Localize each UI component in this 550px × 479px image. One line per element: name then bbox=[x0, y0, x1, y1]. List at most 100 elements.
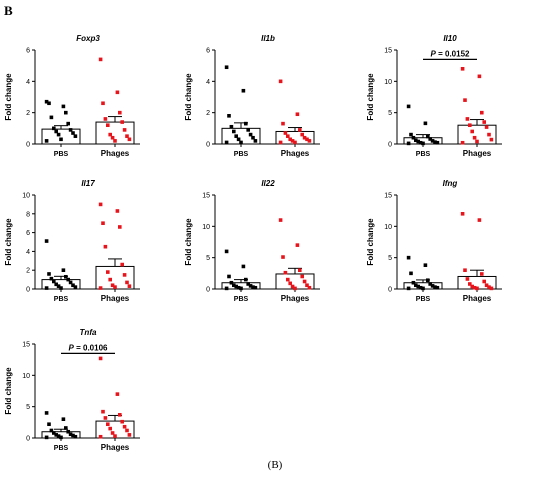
data-point bbox=[49, 428, 54, 433]
p-value-label: P = 0.0152 bbox=[431, 49, 470, 58]
data-point bbox=[288, 137, 292, 142]
data-point bbox=[47, 101, 51, 106]
data-point bbox=[293, 140, 297, 145]
data-point bbox=[281, 121, 285, 126]
data-point bbox=[224, 286, 229, 291]
data-point bbox=[224, 65, 229, 70]
data-point bbox=[118, 110, 122, 115]
data-point bbox=[118, 413, 122, 417]
data-point bbox=[115, 209, 120, 213]
y-tick-label: 0 bbox=[388, 142, 392, 149]
y-tick-label: 2 bbox=[206, 110, 210, 117]
data-point bbox=[460, 67, 465, 71]
x-tick-label: Phages bbox=[463, 149, 492, 158]
data-point bbox=[241, 88, 246, 93]
y-axis-label: Fold change bbox=[366, 218, 375, 266]
data-point bbox=[101, 101, 105, 106]
data-point bbox=[409, 271, 413, 276]
x-tick-label: PBS bbox=[416, 151, 431, 158]
data-point bbox=[418, 285, 423, 290]
data-point bbox=[127, 433, 132, 437]
data-point bbox=[113, 139, 117, 143]
data-point bbox=[251, 135, 255, 140]
data-point bbox=[416, 139, 420, 144]
data-point bbox=[414, 138, 418, 143]
chart-title: Ifng bbox=[443, 179, 458, 188]
data-point bbox=[286, 134, 290, 138]
data-point bbox=[241, 264, 246, 269]
data-point bbox=[101, 409, 105, 414]
data-point bbox=[44, 139, 49, 143]
y-tick-label: 0 bbox=[26, 436, 30, 443]
x-tick-label: Phages bbox=[281, 149, 310, 158]
data-point bbox=[122, 273, 127, 277]
x-tick-label: PBS bbox=[54, 445, 69, 452]
data-point bbox=[234, 134, 238, 138]
data-point bbox=[120, 419, 124, 424]
data-point bbox=[98, 286, 103, 290]
y-axis-label: Fold change bbox=[4, 367, 13, 415]
data-point bbox=[127, 137, 132, 142]
data-point bbox=[113, 285, 117, 289]
data-point bbox=[98, 356, 103, 361]
y-axis-label: Fold change bbox=[366, 73, 375, 121]
data-point bbox=[248, 284, 253, 288]
y-tick-label: 6 bbox=[26, 230, 30, 237]
data-point bbox=[423, 263, 428, 267]
data-point bbox=[64, 274, 68, 279]
chart-foxp3: Foxp3 Fold change 0 2 4 6 PBS Phages bbox=[4, 34, 140, 158]
data-point bbox=[59, 286, 63, 290]
data-point bbox=[239, 286, 243, 291]
data-point bbox=[103, 117, 108, 121]
chart-ifng: Ifng Fold change 0 5 10 15 PBS Phages bbox=[366, 179, 502, 303]
y-tick-label: 5 bbox=[388, 255, 392, 262]
data-point bbox=[433, 285, 437, 289]
data-point bbox=[44, 286, 49, 290]
data-point bbox=[115, 392, 120, 396]
data-point bbox=[227, 274, 231, 279]
y-tick-label: 5 bbox=[26, 404, 30, 411]
y-axis-label: Fold change bbox=[184, 218, 193, 266]
data-point bbox=[229, 124, 234, 129]
y-tick-label: 15 bbox=[202, 193, 210, 200]
data-point bbox=[406, 141, 411, 146]
x-tick-label: Phages bbox=[101, 443, 130, 452]
data-point bbox=[98, 434, 103, 439]
data-point bbox=[246, 128, 250, 132]
x-tick-label: Phages bbox=[463, 294, 492, 303]
data-point bbox=[52, 431, 56, 435]
chart-title: Il10 bbox=[443, 34, 457, 43]
data-point bbox=[49, 276, 54, 281]
y-tick-label: 0 bbox=[26, 142, 30, 149]
data-point bbox=[465, 277, 470, 281]
x-tick-label: PBS bbox=[54, 296, 69, 303]
data-point bbox=[475, 286, 479, 291]
y-tick-label: 5 bbox=[388, 110, 392, 117]
data-point bbox=[232, 283, 236, 288]
data-point bbox=[278, 140, 283, 145]
data-point bbox=[122, 128, 127, 132]
data-point bbox=[487, 132, 491, 137]
data-point bbox=[113, 434, 117, 438]
mean-bar bbox=[95, 420, 135, 439]
data-point bbox=[64, 426, 68, 430]
data-point bbox=[44, 239, 49, 243]
y-tick-label: 2 bbox=[26, 110, 30, 117]
data-point bbox=[416, 284, 420, 289]
data-point bbox=[290, 139, 295, 143]
data-point bbox=[106, 270, 110, 274]
data-point bbox=[426, 134, 430, 139]
data-point bbox=[421, 286, 425, 291]
chart-tnfa: Tnfa Fold change 0 5 10 15 PBS Phages P = 0.0106 bbox=[4, 328, 140, 452]
chart-il22: Il22 Fold change 0 5 10 15 PBS Phages bbox=[184, 179, 320, 303]
data-point bbox=[430, 284, 435, 288]
data-point bbox=[293, 286, 297, 291]
y-tick-label: 10 bbox=[202, 224, 210, 231]
data-point bbox=[110, 431, 115, 435]
data-point bbox=[68, 280, 73, 285]
data-point bbox=[56, 132, 61, 137]
data-point bbox=[122, 424, 127, 429]
data-point bbox=[106, 422, 110, 427]
data-point bbox=[460, 140, 465, 145]
y-tick-label: 2 bbox=[26, 268, 30, 275]
